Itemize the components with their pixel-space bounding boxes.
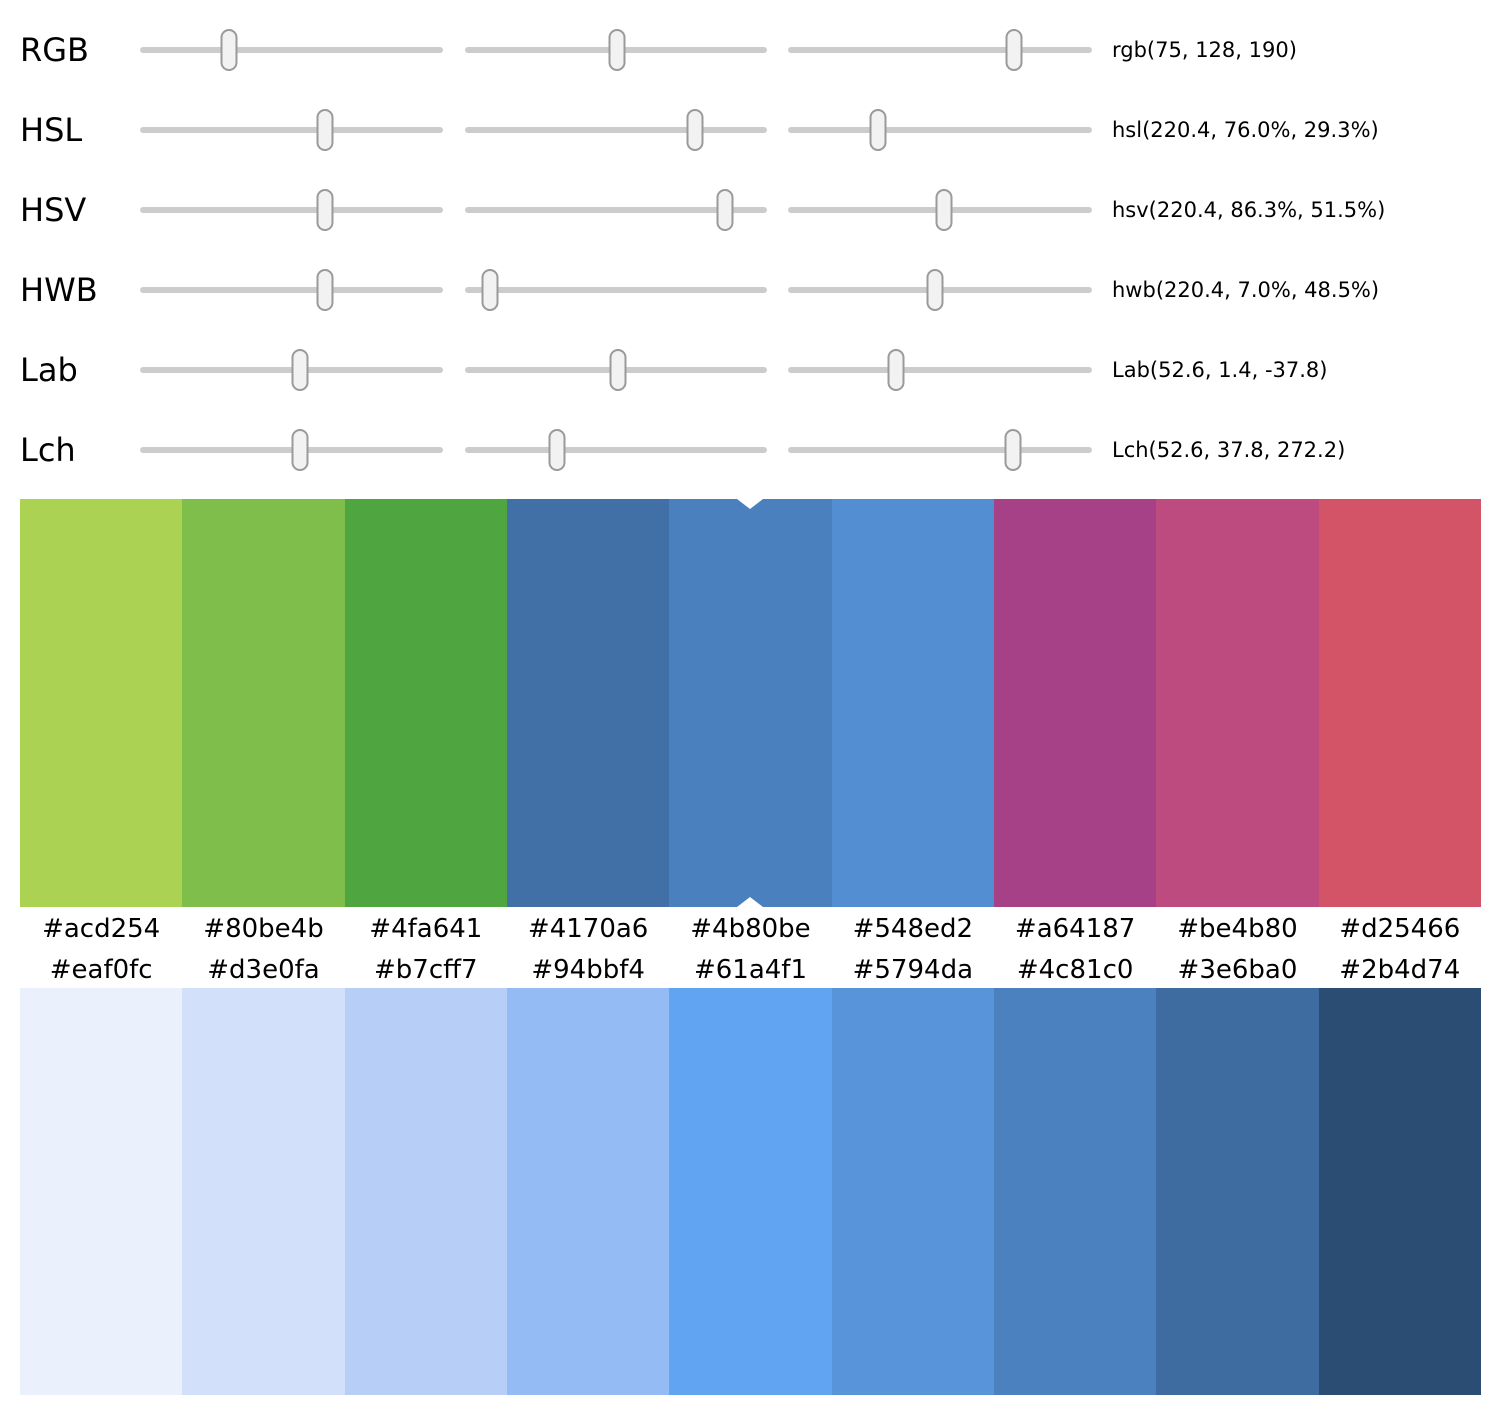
hwb-slider-handle-b[interactable] bbox=[926, 269, 944, 311]
palette-swatch[interactable] bbox=[344, 988, 507, 1395]
lab-slider-track-l[interactable] bbox=[140, 349, 443, 391]
rgb-slider-track-g[interactable] bbox=[465, 29, 767, 71]
hue-hex-labels: #acd254 #80be4b #4fa641 #4170a6 #4b80be #548e… bbox=[20, 907, 1481, 951]
lab-slider-handle-l[interactable] bbox=[291, 349, 309, 391]
lab-slider-track-b[interactable] bbox=[788, 349, 1092, 391]
hex-code-label: #d25466 bbox=[1339, 914, 1461, 944]
rgb-slider-handle-r[interactable] bbox=[220, 29, 238, 71]
rgb-slider-handle-b[interactable] bbox=[1005, 29, 1023, 71]
palette-swatch[interactable] bbox=[831, 499, 994, 907]
hex-code-label: #4fa641 bbox=[369, 914, 483, 944]
lab-slider-handle-b[interactable] bbox=[887, 349, 905, 391]
colorspace-label-lab: Lab bbox=[20, 351, 78, 389]
colorspace-label-lch: Lch bbox=[20, 431, 76, 469]
lab-value-readout: Lab(52.6, 1.4, -37.8) bbox=[1112, 358, 1328, 382]
hex-code-label: #80be4b bbox=[203, 914, 324, 944]
hsv-slider-handle-h[interactable] bbox=[316, 189, 334, 231]
hex-code-label: #a64187 bbox=[1014, 914, 1136, 944]
hsl-slider-track-h[interactable] bbox=[140, 109, 443, 151]
slider-row-hwb: HWB hwb(220.4, 7.0%, 48.5%) bbox=[0, 250, 1501, 330]
colorspace-label-hwb: HWB bbox=[20, 271, 98, 309]
rgb-slider-track-b[interactable] bbox=[788, 29, 1092, 71]
hsl-slider-handle-s[interactable] bbox=[686, 109, 704, 151]
hwb-slider-track-h[interactable] bbox=[140, 269, 443, 311]
slider-row-lch: Lch Lch(52.6, 37.8, 272.2) bbox=[0, 410, 1501, 490]
hwb-value-readout: hwb(220.4, 7.0%, 48.5%) bbox=[1112, 278, 1380, 302]
lab-slider-track-a[interactable] bbox=[465, 349, 767, 391]
rgb-slider-handle-g[interactable] bbox=[608, 29, 626, 71]
hsv-slider-handle-s[interactable] bbox=[716, 189, 734, 231]
palette-swatch[interactable] bbox=[1318, 499, 1481, 907]
hwb-slider-handle-w[interactable] bbox=[481, 269, 499, 311]
hex-code-label: #4170a6 bbox=[527, 914, 649, 944]
palette-swatch[interactable] bbox=[993, 988, 1157, 1395]
lch-slider-handle-h[interactable] bbox=[1004, 429, 1022, 471]
hex-code-label: #94bbf4 bbox=[531, 954, 645, 985]
hue-palette bbox=[20, 499, 1481, 907]
hwb-slider-handle-h[interactable] bbox=[316, 269, 334, 311]
slider-row-lab: Lab Lab(52.6, 1.4, -37.8) bbox=[0, 330, 1501, 410]
palette-swatch[interactable] bbox=[1156, 988, 1319, 1395]
lch-slider-track-h[interactable] bbox=[788, 429, 1092, 471]
lch-slider-track-c[interactable] bbox=[465, 429, 767, 471]
palette-swatch[interactable] bbox=[993, 499, 1157, 907]
hex-code-label: #61a4f1 bbox=[693, 954, 807, 985]
hsl-slider-handle-h[interactable] bbox=[316, 109, 334, 151]
hsv-slider-track-v[interactable] bbox=[788, 189, 1092, 231]
hex-code-label: #b7cff7 bbox=[374, 954, 478, 985]
palette-swatch[interactable] bbox=[506, 499, 670, 907]
colorspace-label-hsv: HSV bbox=[20, 191, 87, 229]
palette-swatch[interactable] bbox=[1156, 499, 1319, 907]
hsl-value-readout: hsl(220.4, 76.0%, 29.3%) bbox=[1112, 118, 1379, 142]
hex-code-label: #548ed2 bbox=[852, 914, 974, 944]
hsl-slider-track-l[interactable] bbox=[788, 109, 1092, 151]
palette-swatch[interactable] bbox=[831, 988, 994, 1395]
hsv-value-readout: hsv(220.4, 86.3%, 51.5%) bbox=[1112, 198, 1386, 222]
rgb-slider-track-r[interactable] bbox=[140, 29, 443, 71]
tint-hex-labels: #eaf0fc #d3e0fa #b7cff7 #94bbf4 #61a4f1 #5794… bbox=[20, 951, 1481, 988]
palette-swatch[interactable] bbox=[1318, 988, 1481, 1395]
palette-swatch[interactable] bbox=[669, 988, 832, 1395]
lch-slider-handle-l[interactable] bbox=[291, 429, 309, 471]
slider-row-rgb: RGB rgb(75, 128, 190) bbox=[0, 10, 1501, 90]
hsl-slider-track-s[interactable] bbox=[465, 109, 767, 151]
selection-notch-bottom-icon bbox=[737, 897, 764, 907]
slider-row-hsv: HSV hsv(220.4, 86.3%, 51.5%) bbox=[0, 170, 1501, 250]
colorspace-label-hsl: HSL bbox=[20, 111, 83, 149]
hex-code-label: #acd254 bbox=[42, 914, 161, 944]
hsv-slider-track-s[interactable] bbox=[465, 189, 767, 231]
hex-code-label: #5794da bbox=[852, 954, 973, 985]
rgb-value-readout: rgb(75, 128, 190) bbox=[1112, 38, 1297, 62]
palette-swatch-selected[interactable] bbox=[669, 499, 832, 907]
hwb-slider-track-w[interactable] bbox=[465, 269, 767, 311]
hex-code-label: #4c81c0 bbox=[1016, 954, 1134, 985]
lch-slider-track-l[interactable] bbox=[140, 429, 443, 471]
hsv-slider-track-h[interactable] bbox=[140, 189, 443, 231]
palette-swatch[interactable] bbox=[20, 988, 183, 1395]
hex-code-label: #eaf0fc bbox=[49, 954, 153, 985]
palette-swatch[interactable] bbox=[20, 499, 183, 907]
hex-code-label: #3e6ba0 bbox=[1177, 954, 1298, 985]
hsl-slider-handle-l[interactable] bbox=[869, 109, 887, 151]
palette-swatch[interactable] bbox=[344, 499, 507, 907]
selection-notch-top-icon bbox=[737, 499, 764, 509]
hex-code-label: #be4b80 bbox=[1177, 914, 1298, 944]
hex-code-label: #4b80be bbox=[690, 914, 811, 944]
lch-value-readout: Lch(52.6, 37.8, 272.2) bbox=[1112, 438, 1346, 462]
palette-swatch[interactable] bbox=[506, 988, 670, 1395]
hsv-slider-handle-v[interactable] bbox=[935, 189, 953, 231]
slider-row-hsl: HSL hsl(220.4, 76.0%, 29.3%) bbox=[0, 90, 1501, 170]
tint-palette bbox=[20, 988, 1481, 1395]
colorspace-label-rgb: RGB bbox=[20, 31, 89, 69]
lch-slider-handle-c[interactable] bbox=[548, 429, 566, 471]
lab-slider-handle-a[interactable] bbox=[609, 349, 627, 391]
hwb-slider-track-b[interactable] bbox=[788, 269, 1092, 311]
palette-swatch[interactable] bbox=[182, 499, 345, 907]
hex-code-label: #d3e0fa bbox=[207, 954, 320, 985]
palette-swatch[interactable] bbox=[182, 988, 345, 1395]
hex-code-label: #2b4d74 bbox=[1339, 954, 1461, 985]
